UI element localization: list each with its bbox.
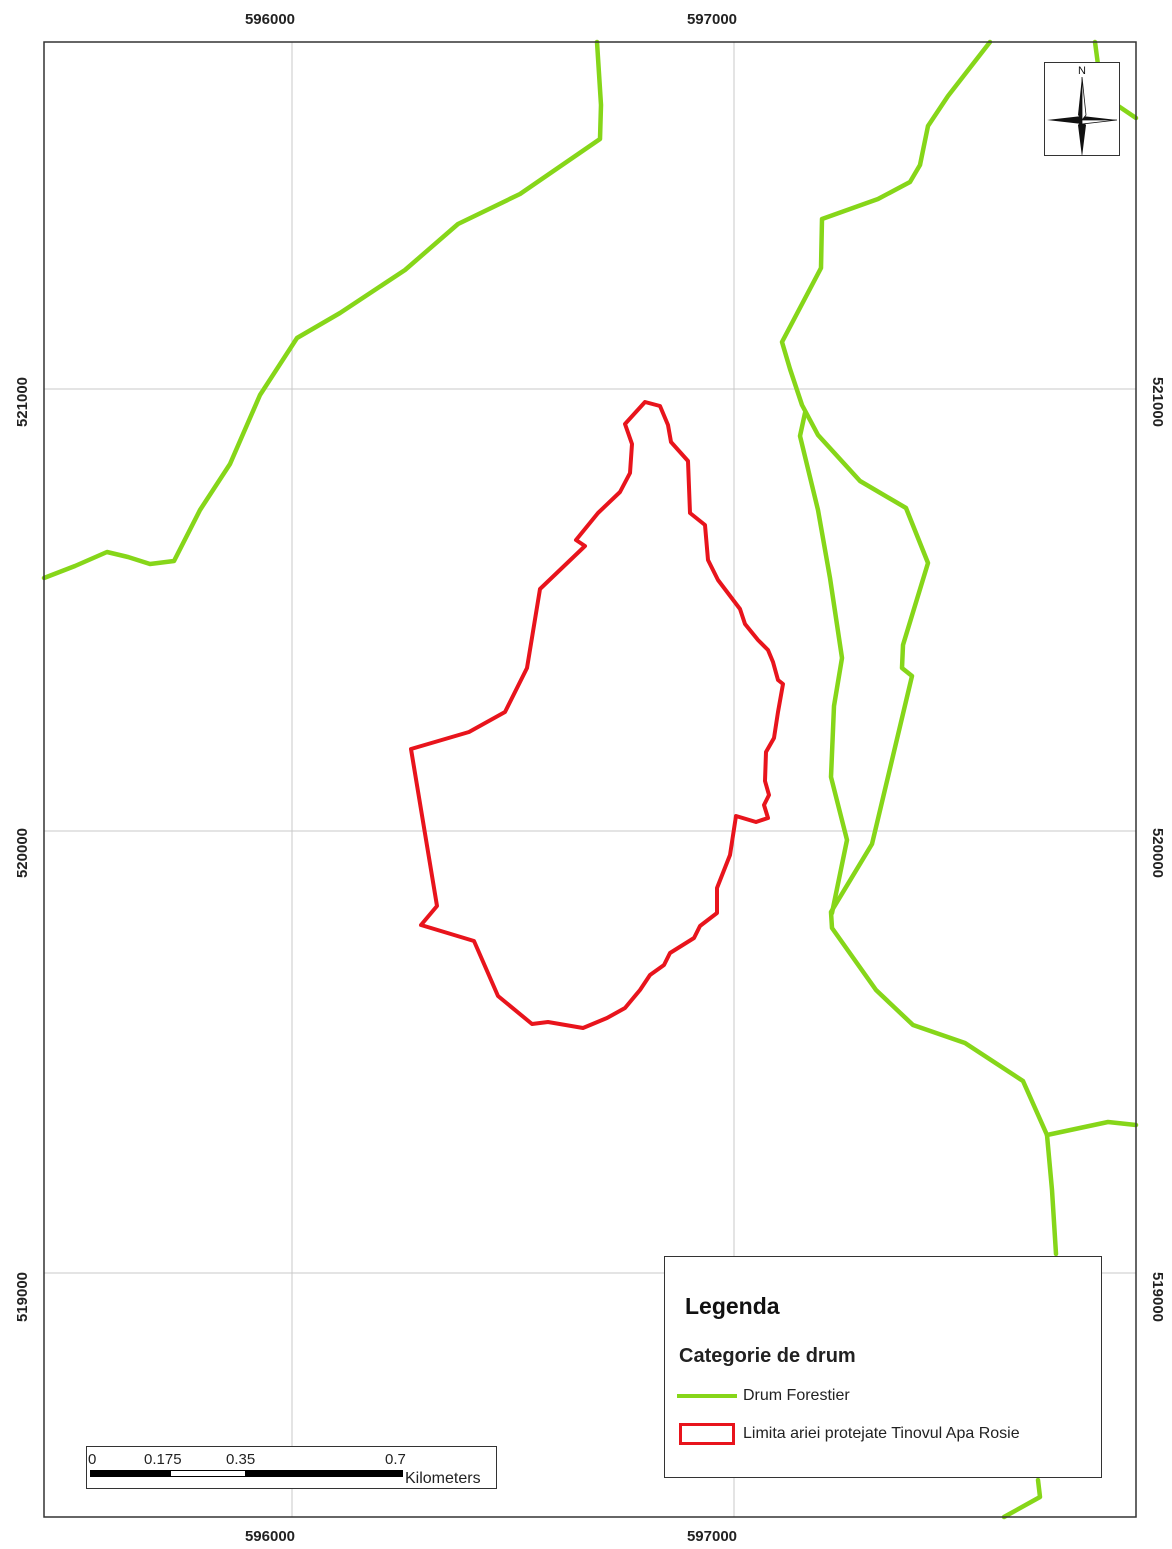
scale-units: Kilometers [405,1470,481,1487]
legend-title: Legenda [685,1293,780,1319]
y-tick-right-521000: 521000 [1149,377,1166,427]
legend-item-forest-road: Drum Forestier [677,1381,850,1411]
y-tick-left-519000: 519000 [14,1272,31,1322]
scale-label-035: 0.35 [226,1451,256,1468]
scale-bar: 0 0.175 0.35 0.7 Kilometers [86,1446,497,1489]
north-arrow-icon: N [1047,65,1118,155]
road-east-spur [1044,1119,1139,1138]
legend-item-label: Drum Forestier [743,1387,850,1404]
road-east-main [779,39,1050,1138]
north-label: N [1078,65,1086,77]
protected-area-swatch [679,1423,735,1445]
road-inner-branch [797,410,850,916]
protected-area-boundary [409,400,785,1030]
road-northwest [41,39,604,581]
legend-subtitle: Categorie de drum [679,1345,856,1367]
legend: Legenda Categorie de drum Drum Forestier… [664,1256,1102,1478]
x-tick-top-597000: 597000 [687,11,737,28]
road-bottom-stub [1001,1477,1043,1520]
x-tick-bottom-596000: 596000 [245,1528,295,1545]
forest-road-swatch [677,1394,737,1398]
road-south [1044,1132,1059,1257]
scale-segment-2 [170,1470,246,1477]
tick-labels: 596000 597000 596000 597000 521000 52000… [14,11,1166,1545]
x-tick-top-596000: 596000 [245,11,295,28]
legend-item-label: Limita ariei protejate Tinovul Apa Rosie [743,1425,1020,1442]
y-tick-right-519000: 519000 [1149,1272,1166,1322]
scale-segment-3 [246,1470,403,1477]
legend-item-protected-area: Limita ariei protejate Tinovul Apa Rosie [677,1419,1020,1449]
scale-label-0: 0 [88,1451,97,1468]
y-tick-left-520000: 520000 [14,828,31,878]
map-frame [43,41,1137,1518]
north-arrow: N [1044,62,1120,156]
y-tick-right-520000: 520000 [1149,828,1166,878]
x-tick-bottom-597000: 597000 [687,1528,737,1545]
scale-label-07: 0.7 [385,1451,406,1468]
scale-label-0175: 0.175 [144,1451,182,1468]
forest-roads [41,39,1139,1520]
scale-segment-1 [90,1470,170,1477]
y-tick-left-521000: 521000 [14,377,31,427]
